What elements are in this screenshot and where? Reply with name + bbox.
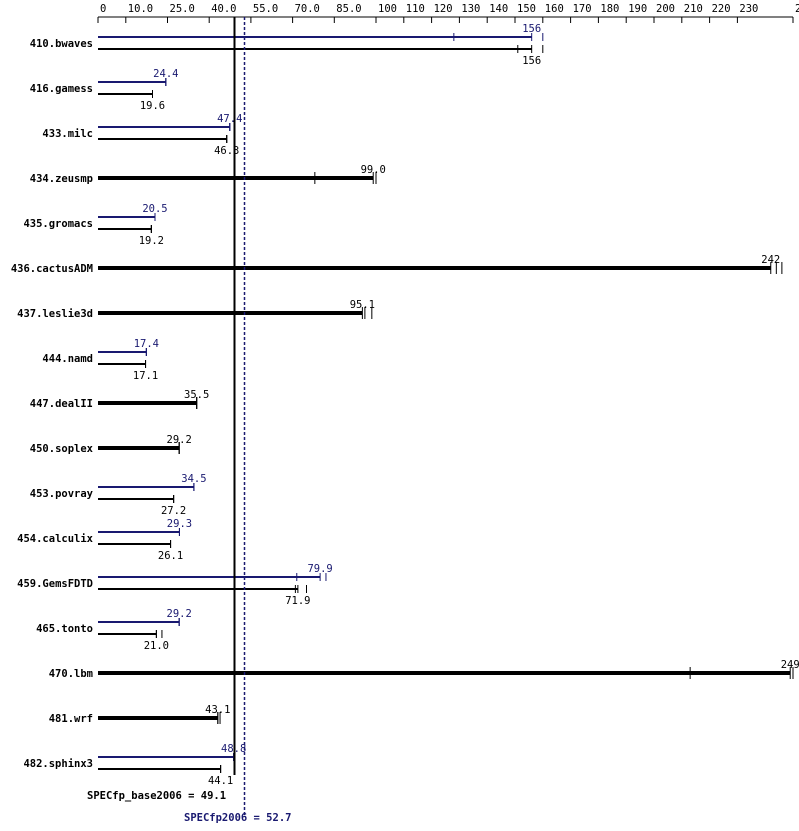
benchmark-label: 459.GemsFDTD [17,578,93,590]
summary-lines: SPECfp_base2006 = 49.1 SPECfp2006 = 52.7 [87,17,291,824]
benchmark-label: 454.calculix [17,533,94,545]
benchmark-row: 450.soplex 29.2 [30,434,192,455]
base-value-label: 17.1 [133,370,158,382]
base-value-label: 249 [781,659,799,671]
benchmark-label: 437.leslie3d [17,308,93,320]
benchmark-label: 481.wrf [49,713,93,725]
benchmark-row: 481.wrf 43.1 [49,704,231,725]
x-tick-label: 160 [545,3,564,15]
peak-value-label: 29.3 [167,518,192,530]
x-tick-label: 200 [656,3,675,15]
peak-value-label: 34.5 [181,473,206,485]
x-tick-label: 0 [100,3,106,15]
benchmark-label: 465.tonto [36,623,93,635]
base-value-label: 35.5 [184,389,209,401]
x-tick-label: 10.0 [128,3,153,15]
benchmark-row: 436.cactusADM 242 [11,254,783,275]
benchmark-label: 410.bwaves [30,38,93,50]
peak-value-label: 17.4 [134,338,159,350]
benchmark-row: 434.zeusmp 99.0 [30,164,386,185]
benchmark-label: 470.lbm [49,668,93,680]
benchmark-row: 410.bwaves 156 156 [30,23,544,67]
base-value-label: 46.3 [214,145,239,157]
base-value-label: 99.0 [361,164,386,176]
benchmark-row: 416.gamess 24.4 19.6 [30,68,179,112]
benchmark-row: 470.lbm 249 [49,659,799,680]
x-tick-label: 150 [517,3,536,15]
x-tick-label: 250 [795,3,799,15]
benchmark-label: 433.milc [42,128,93,140]
peak-value-label: 29.2 [167,608,192,620]
x-tick-label: 55.0 [253,3,278,15]
x-tick-label: 170 [573,3,592,15]
base-value-label: 95.1 [350,299,375,311]
benchmark-rows: 410.bwaves156156416.gamess24.419.6433.mi… [11,23,799,787]
benchmark-row: 454.calculix 29.3 26.1 [17,518,192,562]
x-tick-label: 110 [406,3,425,15]
benchmark-label: 482.sphinx3 [23,758,93,770]
x-tick-label: 140 [489,3,508,15]
peak-value-label: 47.4 [217,113,242,125]
base-value-label: 156 [522,55,541,67]
peak-value-label: 79.9 [307,563,332,575]
benchmark-row: 435.gromacs 20.5 19.2 [23,203,167,247]
x-tick-label: 40.0 [211,3,236,15]
peak-summary-label: SPECfp2006 = 52.7 [184,812,291,824]
benchmark-label: 436.cactusADM [11,263,93,275]
benchmark-label: 434.zeusmp [30,173,93,185]
benchmark-label: 447.dealII [30,398,93,410]
x-tick-label: 220 [712,3,731,15]
x-tick-label: 120 [434,3,453,15]
benchmark-row: 444.namd 17.4 17.1 [42,338,159,382]
base-summary-label: SPECfp_base2006 = 49.1 [87,790,226,802]
peak-value-label: 20.5 [142,203,167,215]
benchmark-label: 416.gamess [30,83,93,95]
base-value-label: 26.1 [158,550,183,562]
x-tick-label: 190 [628,3,647,15]
benchmark-label: 450.soplex [30,443,94,455]
base-value-label: 21.0 [144,640,169,652]
benchmark-row: 482.sphinx348.844.1 [23,743,246,787]
benchmark-row: 459.GemsFDTD 79.9 71.9 [17,563,333,607]
base-value-label: 71.9 [285,595,310,607]
x-tick-label: 130 [461,3,480,15]
peak-value-label: 24.4 [153,68,178,80]
x-tick-label: 25.0 [170,3,195,15]
benchmark-row: 433.milc 47.4 46.3 [42,113,242,157]
x-tick-label: 180 [600,3,619,15]
benchmark-row: 453.povray 34.5 27.2 [30,473,207,517]
x-tick-label: 70.0 [295,3,320,15]
benchmark-row: 447.dealII 35.5 [30,389,210,410]
base-value-label: 19.2 [139,235,164,247]
benchmark-label: 444.namd [42,353,93,365]
base-value-label: 27.2 [161,505,186,517]
benchmark-label: 453.povray [30,488,94,500]
base-value-label: 43.1 [205,704,230,716]
x-tick-label: 100 [378,3,397,15]
base-value-label: 29.2 [167,434,192,446]
x-tick-label: 230 [739,3,758,15]
base-value-label: 19.6 [140,100,165,112]
x-tick-label: 210 [684,3,703,15]
benchmark-row: 437.leslie3d 95.1 [17,299,375,320]
x-tick-label: 85.0 [336,3,361,15]
benchmark-label: 435.gromacs [23,218,93,230]
peak-value-label: 156 [522,23,541,35]
x-axis: 0 10.0 25.0 40.0 55.0 70.0 85.0 100 110 120 130 140… [97,3,799,23]
base-value-label: 44.1 [208,775,233,787]
benchmark-row: 465.tonto 29.2 21.0 [36,608,192,652]
base-value-label: 242 [761,254,780,266]
